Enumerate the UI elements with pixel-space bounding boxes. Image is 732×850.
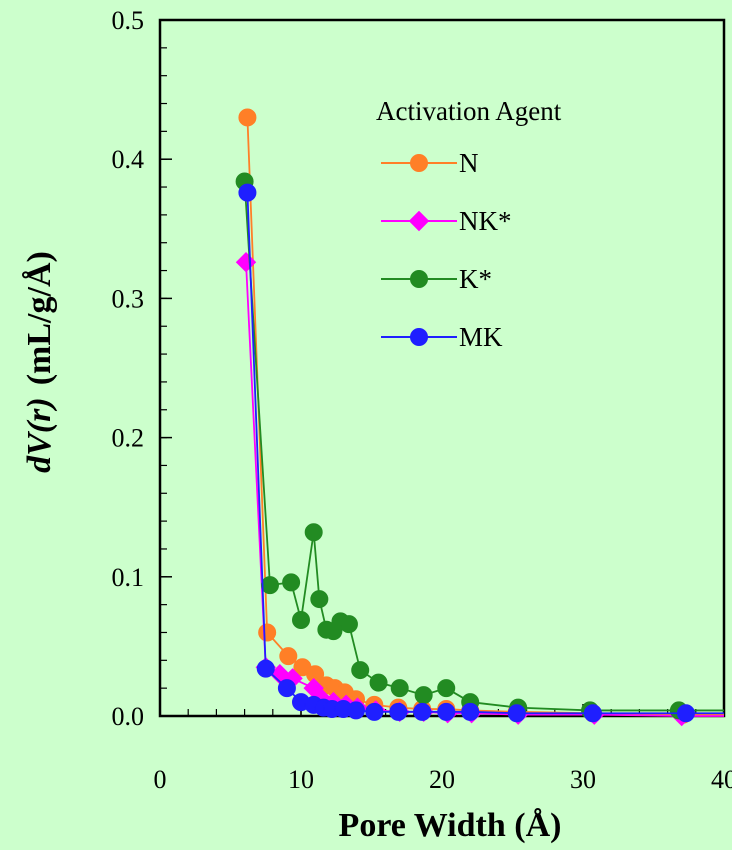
y-tick-label: 0.3: [112, 284, 145, 313]
y-tick-label: 0.4: [112, 145, 145, 174]
data-point: [438, 680, 455, 697]
data-point: [340, 616, 357, 633]
y-axis-title-unit: (mL/g/Å): [21, 251, 58, 385]
data-point: [415, 687, 432, 704]
data-point: [280, 648, 297, 665]
data-point: [352, 662, 369, 679]
x-tick-label: 10: [288, 765, 314, 794]
data-point: [370, 674, 387, 691]
data-point: [391, 680, 408, 697]
y-tick-label: 0.0: [112, 702, 145, 731]
y-tick-label: 0.1: [112, 563, 145, 592]
data-point: [347, 702, 364, 719]
y-axis-title-italic: dV(r): [21, 397, 58, 473]
data-point: [438, 703, 455, 720]
legend-swatch-marker: [411, 155, 428, 172]
data-point: [278, 680, 295, 697]
data-point: [390, 703, 407, 720]
data-point: [293, 611, 310, 628]
data-point: [305, 524, 322, 541]
data-point: [508, 705, 525, 722]
legend-swatch-marker: [411, 271, 428, 288]
data-point: [311, 591, 328, 608]
legend-label: N: [459, 148, 479, 178]
data-point: [239, 184, 256, 201]
data-point: [584, 705, 601, 722]
data-point: [414, 703, 431, 720]
x-tick-label: 30: [570, 765, 596, 794]
y-axis-title: dV(r) (mL/g/Å): [21, 251, 58, 473]
data-point: [462, 703, 479, 720]
legend-title: Activation Agent: [376, 96, 562, 126]
data-point: [283, 574, 300, 591]
data-point: [366, 703, 383, 720]
x-axis-title: Pore Width (Å): [339, 807, 562, 844]
data-point: [257, 660, 274, 677]
legend-label: NK*: [459, 206, 512, 236]
data-point: [259, 624, 276, 641]
x-tick-label: 0: [154, 765, 167, 794]
y-tick-label: 0.2: [112, 424, 145, 453]
y-tick-label: 0.5: [112, 6, 145, 35]
legend-label: MK: [459, 322, 503, 352]
data-point: [677, 705, 694, 722]
x-tick-label: 20: [429, 765, 455, 794]
data-point: [239, 109, 256, 126]
x-tick-label: 40: [711, 765, 732, 794]
data-point: [261, 577, 278, 594]
legend-swatch-marker: [411, 329, 428, 346]
legend-label: K*: [459, 264, 492, 294]
